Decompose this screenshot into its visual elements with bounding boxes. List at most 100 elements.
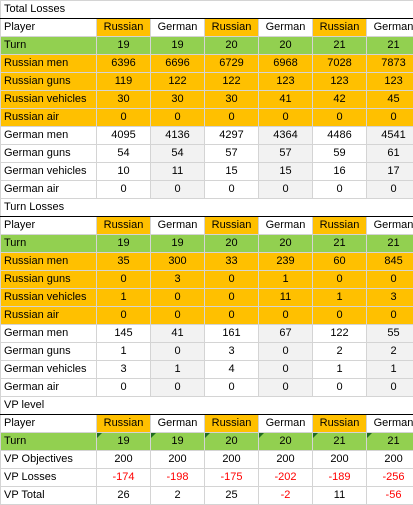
turn-label[interactable]: Turn bbox=[1, 433, 97, 451]
value-cell[interactable]: 200 bbox=[151, 451, 205, 469]
player-header-cell[interactable]: German bbox=[151, 19, 205, 37]
value-cell[interactable]: 0 bbox=[205, 181, 259, 199]
value-cell[interactable]: 1 bbox=[97, 289, 151, 307]
value-cell[interactable]: 145 bbox=[97, 325, 151, 343]
row-label[interactable]: VP Losses bbox=[1, 469, 97, 487]
value-cell[interactable]: 0 bbox=[97, 271, 151, 289]
value-cell[interactable]: 6968 bbox=[259, 55, 313, 73]
value-cell[interactable]: 0 bbox=[205, 289, 259, 307]
value-cell[interactable]: 0 bbox=[151, 289, 205, 307]
value-cell[interactable]: 0 bbox=[97, 109, 151, 127]
value-cell[interactable]: 0 bbox=[259, 361, 313, 379]
value-cell[interactable]: 0 bbox=[313, 271, 367, 289]
value-cell[interactable]: 6396 bbox=[97, 55, 151, 73]
row-label[interactable]: German vehicles bbox=[1, 163, 97, 181]
row-label[interactable]: Russian air bbox=[1, 109, 97, 127]
value-cell[interactable]: -256 bbox=[367, 469, 413, 487]
value-cell[interactable]: 11 bbox=[313, 487, 367, 505]
value-cell[interactable]: 2 bbox=[151, 487, 205, 505]
player-header-cell[interactable]: Russian bbox=[205, 217, 259, 235]
value-cell[interactable]: -189 bbox=[313, 469, 367, 487]
turn-cell[interactable]: 19 bbox=[97, 433, 151, 451]
value-cell[interactable]: 200 bbox=[259, 451, 313, 469]
player-header-cell[interactable]: Russian bbox=[205, 415, 259, 433]
value-cell[interactable]: 122 bbox=[151, 73, 205, 91]
value-cell[interactable]: 0 bbox=[97, 307, 151, 325]
player-header-cell[interactable]: Russian bbox=[97, 217, 151, 235]
value-cell[interactable]: 0 bbox=[151, 379, 205, 397]
section-title[interactable]: Turn Losses bbox=[1, 199, 413, 217]
value-cell[interactable]: 0 bbox=[313, 307, 367, 325]
turn-cell[interactable]: 21 bbox=[367, 235, 413, 253]
row-label[interactable]: Russian guns bbox=[1, 73, 97, 91]
value-cell[interactable]: 45 bbox=[367, 91, 413, 109]
value-cell[interactable]: -56 bbox=[367, 487, 413, 505]
value-cell[interactable]: -198 bbox=[151, 469, 205, 487]
turn-cell[interactable]: 20 bbox=[259, 235, 313, 253]
value-cell[interactable]: 4095 bbox=[97, 127, 151, 145]
value-cell[interactable]: 1 bbox=[97, 343, 151, 361]
value-cell[interactable]: 25 bbox=[205, 487, 259, 505]
row-label[interactable]: VP Objectives bbox=[1, 451, 97, 469]
value-cell[interactable]: 4364 bbox=[259, 127, 313, 145]
value-cell[interactable]: 0 bbox=[367, 271, 413, 289]
player-header-cell[interactable]: Russian bbox=[313, 19, 367, 37]
value-cell[interactable]: -175 bbox=[205, 469, 259, 487]
player-header-cell[interactable]: Russian bbox=[97, 415, 151, 433]
value-cell[interactable]: 123 bbox=[367, 73, 413, 91]
value-cell[interactable]: 0 bbox=[313, 379, 367, 397]
turn-cell[interactable]: 19 bbox=[97, 235, 151, 253]
value-cell[interactable]: 7028 bbox=[313, 55, 367, 73]
value-cell[interactable]: 2 bbox=[367, 343, 413, 361]
value-cell[interactable]: 54 bbox=[151, 145, 205, 163]
value-cell[interactable]: 4 bbox=[205, 361, 259, 379]
value-cell[interactable]: 1 bbox=[367, 361, 413, 379]
player-label[interactable]: Player bbox=[1, 19, 97, 37]
value-cell[interactable]: 1 bbox=[259, 271, 313, 289]
value-cell[interactable]: 41 bbox=[151, 325, 205, 343]
turn-cell[interactable]: 21 bbox=[313, 433, 367, 451]
value-cell[interactable]: 15 bbox=[205, 163, 259, 181]
value-cell[interactable]: 3 bbox=[151, 271, 205, 289]
player-header-cell[interactable]: German bbox=[151, 415, 205, 433]
value-cell[interactable]: 239 bbox=[259, 253, 313, 271]
value-cell[interactable]: 0 bbox=[205, 271, 259, 289]
row-label[interactable]: German air bbox=[1, 379, 97, 397]
value-cell[interactable]: 0 bbox=[259, 343, 313, 361]
player-header-cell[interactable]: German bbox=[367, 415, 413, 433]
row-label[interactable]: Russian guns bbox=[1, 271, 97, 289]
value-cell[interactable]: 300 bbox=[151, 253, 205, 271]
row-label[interactable]: Russian vehicles bbox=[1, 289, 97, 307]
value-cell[interactable]: 15 bbox=[259, 163, 313, 181]
value-cell[interactable]: 61 bbox=[367, 145, 413, 163]
value-cell[interactable]: 42 bbox=[313, 91, 367, 109]
value-cell[interactable]: 119 bbox=[97, 73, 151, 91]
value-cell[interactable]: 4297 bbox=[205, 127, 259, 145]
value-cell[interactable]: 0 bbox=[205, 109, 259, 127]
value-cell[interactable]: 11 bbox=[151, 163, 205, 181]
section-title[interactable]: Total Losses bbox=[1, 1, 413, 19]
value-cell[interactable]: 4486 bbox=[313, 127, 367, 145]
value-cell[interactable]: 54 bbox=[97, 145, 151, 163]
row-label[interactable]: German guns bbox=[1, 145, 97, 163]
value-cell[interactable]: 0 bbox=[259, 307, 313, 325]
value-cell[interactable]: 7873 bbox=[367, 55, 413, 73]
value-cell[interactable]: 200 bbox=[97, 451, 151, 469]
value-cell[interactable]: 123 bbox=[313, 73, 367, 91]
section-title[interactable]: VP level bbox=[1, 397, 413, 415]
value-cell[interactable]: 0 bbox=[313, 109, 367, 127]
turn-cell[interactable]: 20 bbox=[205, 433, 259, 451]
value-cell[interactable]: 6729 bbox=[205, 55, 259, 73]
value-cell[interactable]: 0 bbox=[97, 181, 151, 199]
value-cell[interactable]: 26 bbox=[97, 487, 151, 505]
value-cell[interactable]: 35 bbox=[97, 253, 151, 271]
player-label[interactable]: Player bbox=[1, 415, 97, 433]
player-header-cell[interactable]: German bbox=[367, 217, 413, 235]
value-cell[interactable]: 3 bbox=[205, 343, 259, 361]
value-cell[interactable]: 11 bbox=[259, 289, 313, 307]
value-cell[interactable]: 161 bbox=[205, 325, 259, 343]
value-cell[interactable]: 1 bbox=[313, 289, 367, 307]
turn-label[interactable]: Turn bbox=[1, 37, 97, 55]
player-header-cell[interactable]: Russian bbox=[205, 19, 259, 37]
row-label[interactable]: German men bbox=[1, 127, 97, 145]
